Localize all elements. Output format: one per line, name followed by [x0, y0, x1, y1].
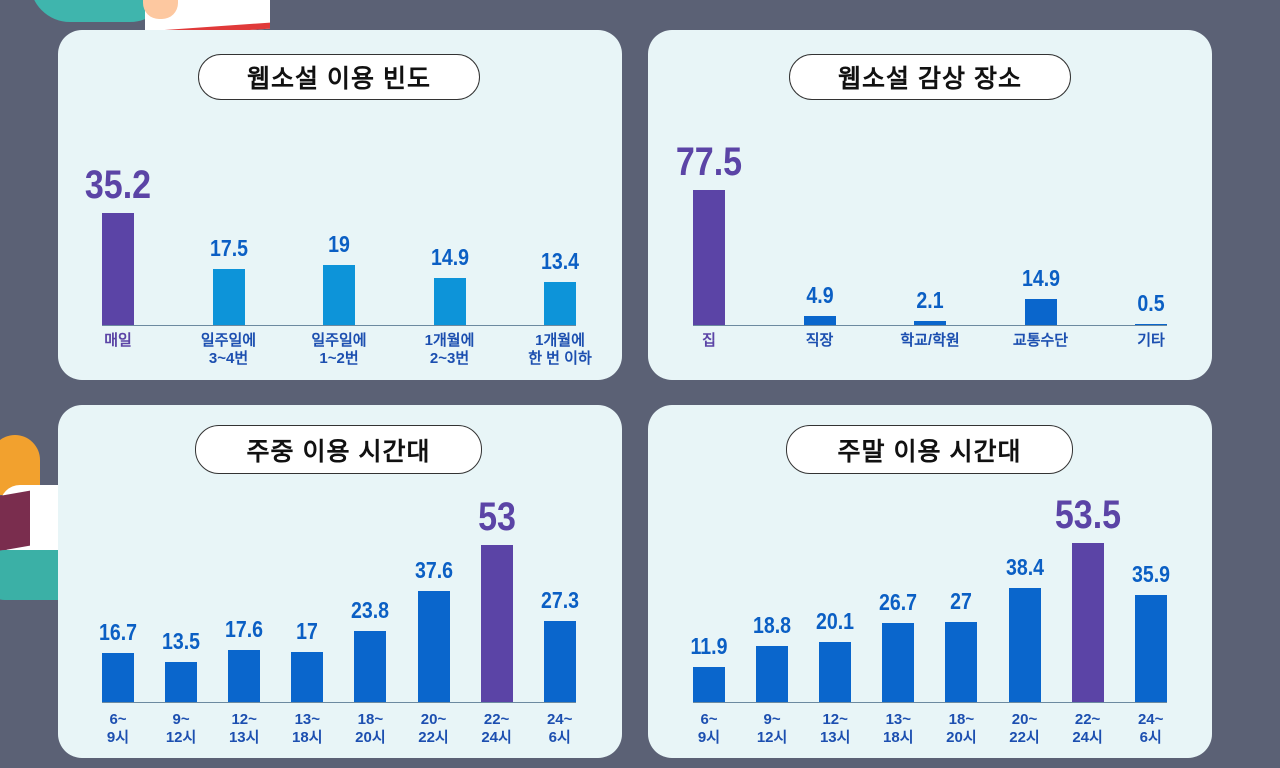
bar	[1135, 324, 1167, 325]
data-label: 35.2	[84, 163, 152, 207]
data-label: 23.8	[351, 597, 390, 624]
bar	[1071, 543, 1104, 702]
data-label: 17.6	[225, 615, 264, 642]
data-label: 11.9	[690, 632, 728, 659]
bar	[1024, 299, 1057, 325]
reader-illustration-top	[30, 0, 170, 22]
data-label: 13.5	[162, 628, 201, 654]
bar	[882, 622, 915, 702]
category-label: 학교/학원	[900, 332, 960, 349]
data-label: 19	[328, 230, 350, 257]
x-axis-line	[693, 702, 1167, 703]
data-label: 26.7	[879, 588, 918, 615]
data-label: 13.4	[540, 248, 580, 275]
bar	[1008, 587, 1041, 702]
category-label: 6~ 9시	[106, 711, 130, 746]
category-label: 18~ 20시	[355, 711, 386, 746]
bar	[291, 651, 324, 702]
bar	[945, 621, 978, 702]
category-label: 20~ 22시	[1009, 711, 1040, 746]
bar	[693, 666, 725, 702]
category-label: 교통수단	[1012, 332, 1069, 349]
bar	[803, 316, 836, 325]
data-label: 0.5	[1137, 290, 1165, 317]
category-label: 20~ 22시	[418, 711, 449, 746]
bar	[102, 652, 134, 702]
category-label: 18~ 20시	[946, 711, 977, 746]
data-label: 38.4	[1005, 553, 1044, 580]
category-label: 매일	[104, 332, 132, 349]
bar	[544, 282, 576, 325]
data-label: 20.1	[816, 608, 855, 635]
x-axis-line	[102, 325, 576, 326]
category-label: 12~ 13시	[228, 711, 260, 746]
chart-plot: 77.5 집 4.9 직장 2.1 학교/학원 14.9 교통수단 0.5 기타	[648, 30, 1212, 380]
chart-title: 주중 이용 시간대	[195, 425, 482, 474]
data-label: 27	[950, 587, 973, 614]
chart-panel-weekend-time: 주말 이용 시간대 11.9 6~ 9시 18.8 9~ 12시 20.1 12~ 13시…	[648, 405, 1212, 758]
category-label: 12~ 13시	[819, 711, 851, 746]
bar	[212, 269, 245, 325]
chart-title: 웹소설 감상 장소	[789, 54, 1071, 100]
chart-panel-weekday-time: 주중 이용 시간대 16.7 6~ 9시 13.5 9~ 12시 17.6 12~ 13시…	[58, 405, 622, 758]
x-axis-line	[693, 325, 1167, 326]
bar	[756, 646, 789, 702]
bar	[693, 190, 725, 325]
category-label: 9~ 12시	[165, 711, 197, 746]
category-label: 직장	[805, 332, 834, 349]
data-label: 4.9	[805, 282, 834, 309]
chart-panel-frequency: 웹소설 이용 빈도 35.2 매일 17.5 일주일에 3~4번 19 일주일에 1~2번…	[58, 30, 622, 380]
chart-plot: 35.2 매일 17.5 일주일에 3~4번 19 일주일에 1~2번 14.9 1개월에 2…	[58, 30, 622, 380]
data-label: 2.1	[916, 287, 944, 314]
bar	[165, 662, 198, 702]
data-label: 35.9	[1131, 561, 1170, 588]
category-label: 1개월에 2~3번	[424, 332, 475, 367]
category-label: 기타	[1137, 332, 1165, 349]
bar	[1134, 595, 1167, 702]
category-label: 9~ 12시	[756, 711, 788, 746]
data-label: 14.9	[1021, 265, 1060, 292]
data-label: 17	[296, 617, 319, 644]
category-label: 집	[702, 332, 716, 349]
category-label: 24~ 6시	[546, 711, 573, 746]
x-axis-line	[102, 702, 576, 703]
category-label: 24~ 6시	[1137, 711, 1164, 746]
data-label: 14.9	[430, 243, 469, 270]
bar	[433, 277, 466, 325]
bar	[819, 642, 852, 702]
chart-plot: 16.7 6~ 9시 13.5 9~ 12시 17.6 12~ 13시 17 13~ 18시 2…	[58, 405, 622, 758]
bar	[543, 621, 576, 702]
data-label: 17.5	[209, 235, 248, 262]
chart-title: 주말 이용 시간대	[786, 425, 1073, 474]
category-label: 6~ 9시	[697, 711, 721, 746]
bar	[417, 590, 450, 702]
chart-panel-location: 웹소설 감상 장소 77.5 집 4.9 직장 2.1 학교/학원 14.9 교통수단 0.5 기…	[648, 30, 1212, 380]
category-label: 1개월에 한 번 이하	[528, 332, 592, 367]
bar	[354, 631, 387, 702]
data-label: 77.5	[675, 140, 743, 184]
bar	[228, 649, 261, 702]
bar	[480, 545, 513, 702]
category-label: 일주일에 3~4번	[200, 332, 257, 367]
hand-illustration	[143, 0, 178, 19]
category-label: 일주일에 1~2번	[311, 332, 367, 367]
data-label: 18.8	[753, 612, 792, 639]
bar	[102, 213, 134, 325]
bar	[323, 264, 355, 325]
category-label: 13~ 18시	[292, 711, 323, 746]
category-label: 22~ 24시	[1072, 711, 1103, 746]
data-label: 53.5	[1054, 493, 1121, 537]
category-label: 22~ 24시	[481, 711, 512, 746]
data-label: 16.7	[98, 618, 138, 645]
category-label: 13~ 18시	[883, 711, 914, 746]
data-label: 37.6	[414, 556, 453, 583]
data-label: 27.3	[540, 587, 579, 614]
bar	[914, 321, 946, 325]
chart-plot: 11.9 6~ 9시 18.8 9~ 12시 20.1 12~ 13시 26.7 13~ 18…	[648, 405, 1212, 758]
chart-title: 웹소설 이용 빈도	[198, 54, 480, 100]
data-label: 53	[477, 495, 516, 539]
